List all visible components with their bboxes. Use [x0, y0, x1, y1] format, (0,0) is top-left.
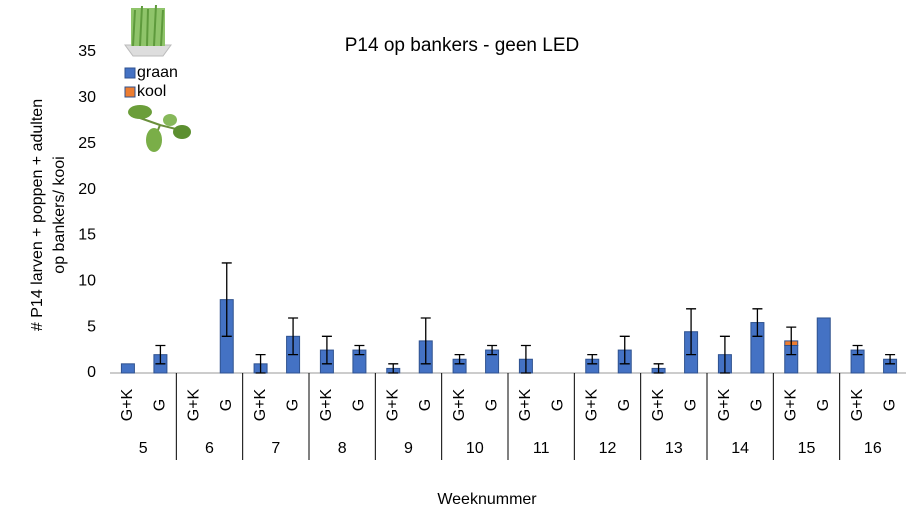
x-tick-label: G: [550, 399, 567, 411]
bar-segment: [120, 363, 135, 374]
x-axis-title: Weeknummer: [437, 491, 537, 508]
legend-swatch: [124, 67, 136, 79]
y-tick-label: 0: [87, 364, 96, 381]
y-tick-label: 25: [78, 135, 96, 152]
bar-segment: [816, 317, 831, 374]
group-label: 10: [466, 440, 484, 457]
group-label: 12: [599, 440, 617, 457]
legend-label: kool: [137, 83, 166, 100]
error-bar: [885, 354, 896, 365]
y-tick-label: 10: [78, 273, 96, 290]
x-tick-label: G: [152, 399, 169, 411]
group-label: 6: [205, 440, 214, 457]
error-bar: [221, 262, 232, 337]
error-bar: [288, 317, 299, 356]
group-label: 9: [404, 440, 413, 457]
y-tick-label: 20: [78, 181, 96, 198]
y-tick-label: 15: [78, 227, 96, 244]
x-tick-label: G: [616, 399, 633, 411]
x-tick-label: G+K: [451, 388, 468, 421]
error-bar: [786, 326, 797, 356]
y-axis-title: # P14 larven + poppen + adulten op banke…: [29, 99, 68, 331]
x-tick-label: G: [417, 399, 434, 411]
x-tick-label: G+K: [716, 388, 733, 421]
x-tick-label: G+K: [583, 388, 600, 421]
group-label: 8: [338, 440, 347, 457]
y-tick-label: 35: [78, 43, 96, 60]
x-tick-label: G: [682, 399, 699, 411]
error-bar: [255, 354, 266, 374]
cabbage-icon: [128, 105, 191, 152]
group-label: 11: [533, 440, 550, 457]
error-bar: [520, 344, 531, 374]
x-tick-label: G: [284, 399, 301, 411]
y-axis-title-line: # P14 larven + poppen + adulten: [29, 99, 46, 331]
x-tick-label: G+K: [252, 388, 269, 421]
error-bar: [420, 317, 431, 365]
x-tick-label: G+K: [849, 388, 866, 421]
x-tick-label: G: [881, 399, 898, 411]
x-tick-label: G: [483, 399, 500, 411]
x-tick-label: G+K: [185, 388, 202, 421]
error-bar: [752, 308, 763, 337]
error-bar: [321, 335, 332, 365]
error-bar: [155, 344, 166, 365]
grass-icon: [124, 4, 172, 57]
group-label: 16: [864, 440, 882, 457]
y-tick-label: 30: [78, 89, 96, 106]
y-tick-label: 5: [87, 318, 96, 335]
error-bar: [619, 335, 630, 365]
chart-title: P14 op bankers - geen LED: [345, 35, 580, 56]
x-tick-label: G: [351, 399, 368, 411]
x-tick-label: G+K: [119, 388, 136, 421]
legend-label: graan: [137, 64, 178, 81]
group-label: 5: [139, 440, 148, 457]
group-label: 14: [731, 440, 749, 457]
group-label: 13: [665, 440, 683, 457]
x-tick-label: G: [815, 399, 832, 411]
y-axis-title-line: op bankers/ kooi: [51, 156, 68, 273]
group-label: 15: [798, 440, 816, 457]
error-bar: [388, 363, 399, 374]
x-tick-label: G+K: [384, 388, 401, 421]
x-tick-label: G: [749, 399, 766, 411]
x-tick-label: G+K: [782, 388, 799, 421]
error-bar: [587, 354, 598, 365]
error-bar: [719, 335, 730, 374]
x-tick-label: G+K: [318, 388, 335, 421]
error-bar: [852, 344, 863, 356]
error-bar: [354, 344, 365, 356]
error-bar: [653, 363, 664, 374]
error-bar: [454, 354, 465, 365]
error-bar: [686, 308, 697, 356]
x-tick-label: G+K: [517, 388, 534, 421]
x-tick-label: G: [218, 399, 235, 411]
legend-swatch: [124, 86, 136, 98]
group-label: 7: [271, 440, 280, 457]
x-tick-label: G+K: [650, 388, 667, 421]
error-bar: [487, 344, 498, 356]
